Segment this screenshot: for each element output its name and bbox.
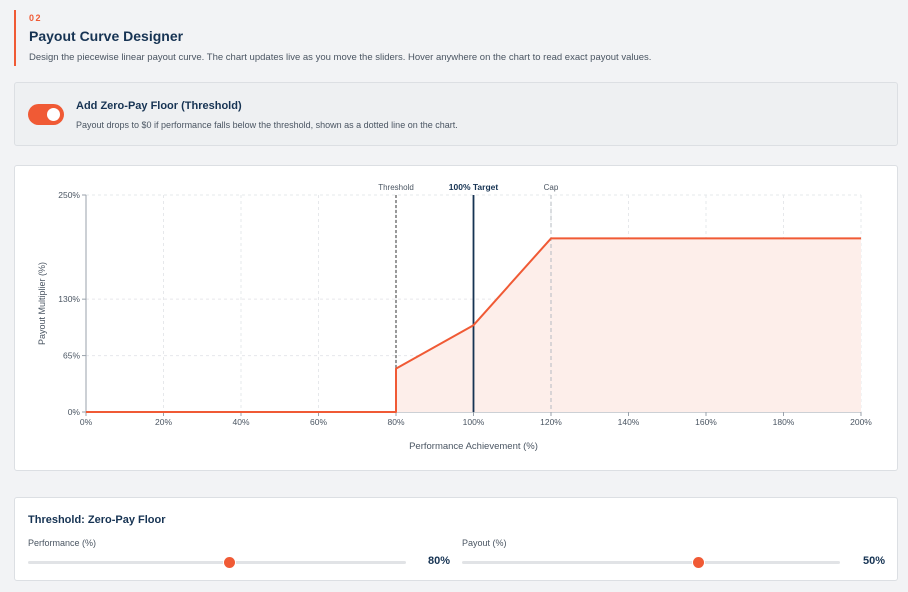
floor-toggle-title: Add Zero-Pay Floor (Threshold) [76,100,242,112]
step-number: 02 [29,13,43,23]
floor-toggle-description: Payout drops to $0 if performance falls … [76,120,458,130]
performance-slider[interactable] [28,557,406,568]
marker-label: Cap [544,183,559,192]
x-tick-label: 40% [232,417,249,427]
payout-slider-thumb[interactable] [692,557,704,568]
payout-value: 50% [862,555,885,567]
performance-value: 80% [427,555,450,567]
y-tick-label: 0% [68,407,81,417]
page-title: Payout Curve Designer [29,28,184,44]
floor-toggle-switch[interactable] [28,104,64,125]
x-tick-label: 100% [463,417,485,427]
payout-curve [86,237,861,413]
threshold-panel: Threshold: Zero-Pay Floor Performance (%… [14,497,898,581]
payout-slider-label: Payout (%) [462,538,507,548]
x-tick-label: 20% [155,417,172,427]
x-tick-label: 140% [618,417,640,427]
payout-chart[interactable]: 0% 20% 40% 60% 80% 100% 120% 140% 160% 180% 200% 0%… [15,166,899,472]
floor-toggle-card: Add Zero-Pay Floor (Threshold) Payout dr… [14,82,898,146]
payout-chart-card[interactable]: 0% 20% 40% 60% 80% 100% 120% 140% 160% 180% 200% 0%… [14,165,898,471]
y-tick-label: 65% [63,351,80,361]
threshold-panel-title: Threshold: Zero-Pay Floor [28,514,166,526]
x-tick-label: 80% [387,417,404,427]
x-tick-label: 160% [695,417,717,427]
toggle-knob [47,108,60,121]
x-tick-label: 180% [773,417,795,427]
y-axis-label: Payout Multiplier (%) [37,262,47,345]
marker-label: 100% Target [449,182,499,192]
y-tick-label: 130% [58,294,80,304]
x-tick-label: 0% [80,417,93,427]
performance-slider-thumb[interactable] [224,557,236,568]
x-tick-label: 200% [850,417,872,427]
x-tick-label: 120% [540,417,562,427]
payout-slider[interactable] [462,557,840,568]
performance-slider-label: Performance (%) [28,538,97,548]
x-axis-label: Performance Achievement (%) [409,441,538,452]
section-header: 02 Payout Curve Designer Design the piec… [14,10,894,66]
page-description: Design the piecewise linear payout curve… [29,52,652,63]
marker-label: Threshold [378,183,414,192]
x-tick-label: 60% [310,417,327,427]
y-tick-label: 250% [58,190,80,200]
